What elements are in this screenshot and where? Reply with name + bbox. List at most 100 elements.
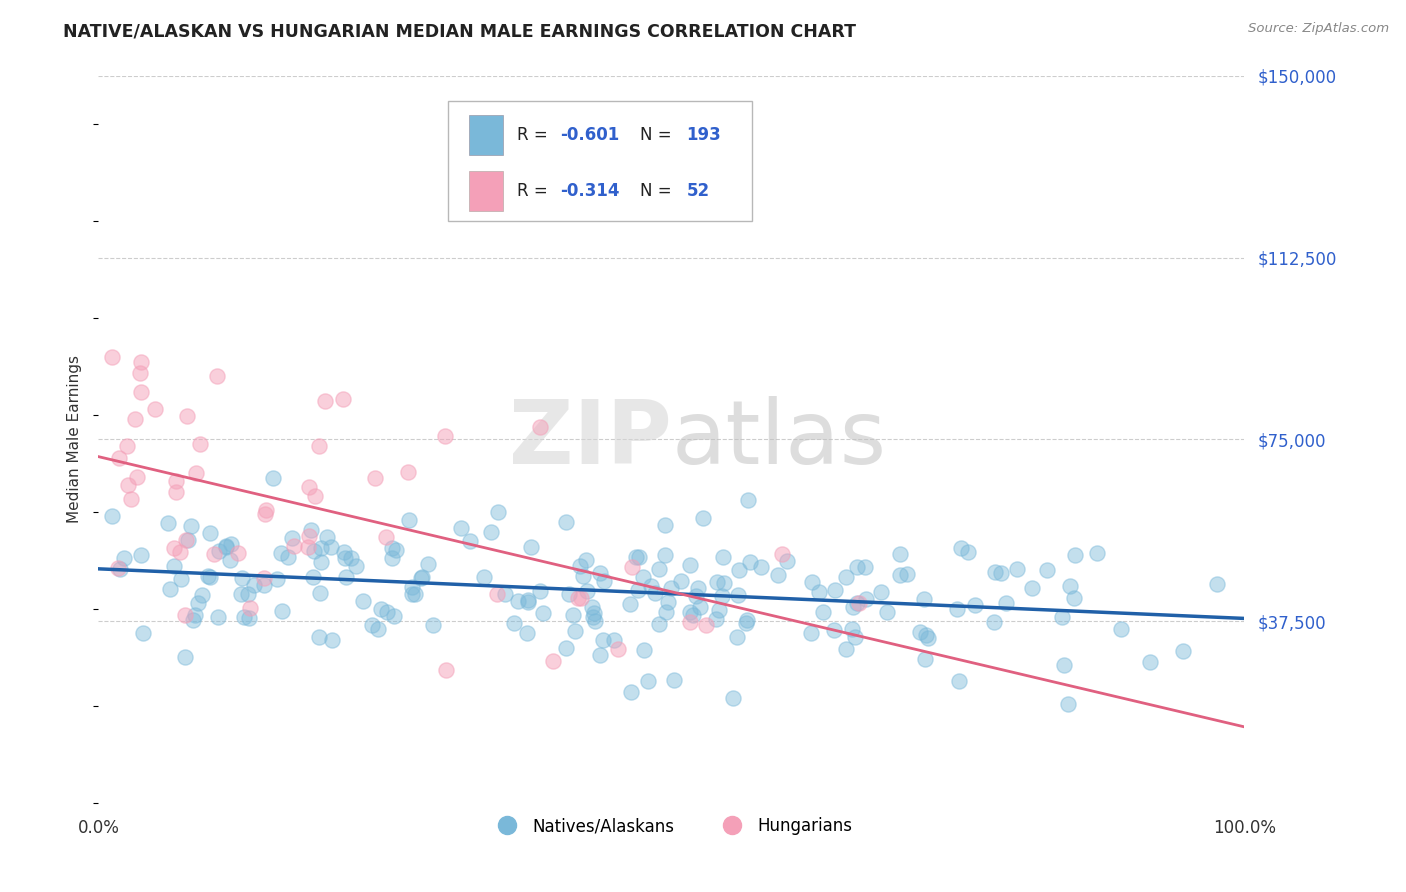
Point [107,450,129,465]
Point [131,626,153,640]
Point [254,503,277,517]
Point [811,606,834,620]
Point [266,572,288,586]
Point [984,565,1007,579]
Point [253,578,276,592]
FancyBboxPatch shape [468,171,503,211]
Point [589,566,612,581]
Point [648,562,671,576]
Text: 52: 52 [686,182,710,200]
Text: 193: 193 [686,126,721,144]
Point [1206,576,1229,591]
Point [186,466,208,480]
Point [950,541,973,555]
Point [508,594,530,608]
Point [727,563,749,577]
Point [737,492,759,507]
Point [776,554,799,568]
Point [198,570,221,584]
Point [253,571,276,585]
Point [889,568,911,582]
Point [180,519,202,533]
Point [184,607,207,622]
Point [361,618,384,632]
Point [231,571,253,585]
Point [187,596,209,610]
Point [401,580,423,594]
Point [434,429,457,443]
Point [567,591,589,606]
Point [1057,697,1080,711]
Point [1050,609,1073,624]
Point [561,608,583,623]
FancyBboxPatch shape [449,102,752,221]
Point [218,553,240,567]
Point [232,610,254,624]
Point [569,591,592,606]
Point [418,557,440,571]
Point [520,540,543,554]
Point [735,613,758,627]
Point [309,541,332,555]
Point [208,544,231,558]
Text: -0.601: -0.601 [560,126,620,144]
Point [238,611,260,625]
Text: NATIVE/ALASKAN VS HUNGARIAN MEDIAN MALE EARNINGS CORRELATION CHART: NATIVE/ALASKAN VS HUNGARIAN MEDIAN MALE … [63,22,856,40]
Point [308,586,330,600]
Point [1021,581,1043,595]
Point [485,587,508,601]
Point [270,604,292,618]
Point [411,569,433,583]
Point [711,589,734,603]
Point [669,574,692,588]
Point [239,601,262,615]
Point [236,587,259,601]
Point [685,589,707,603]
Point [1053,658,1076,673]
Point [876,605,898,619]
Point [1139,656,1161,670]
Point [101,350,124,364]
Point [589,648,612,663]
Point [640,579,662,593]
Point [314,393,336,408]
Point [254,507,277,521]
Point [174,649,197,664]
Point [101,508,124,523]
Point [277,550,299,565]
Point [956,545,979,559]
Point [108,562,131,576]
Point [219,537,242,551]
Point [481,524,503,539]
Point [569,559,592,574]
Point [654,549,676,563]
Point [321,632,343,647]
Point [607,642,630,657]
Point [367,623,389,637]
Point [583,615,606,629]
Point [564,624,586,638]
Point [592,632,614,647]
Point [202,548,225,562]
Point [117,477,139,491]
Point [229,587,252,601]
Point [169,545,191,559]
Point [302,543,325,558]
Point [270,546,292,560]
Point [494,587,516,601]
Point [621,559,644,574]
Point [1005,562,1028,576]
Point [165,475,187,489]
Point [682,607,704,622]
Point [529,584,551,599]
Point [517,593,540,607]
Point [575,552,598,566]
Point [333,551,356,566]
Point [575,583,598,598]
Point [1085,546,1108,560]
Point [870,584,893,599]
Point [990,566,1012,580]
Point [808,585,831,599]
Point [679,558,702,572]
Point [333,545,356,559]
